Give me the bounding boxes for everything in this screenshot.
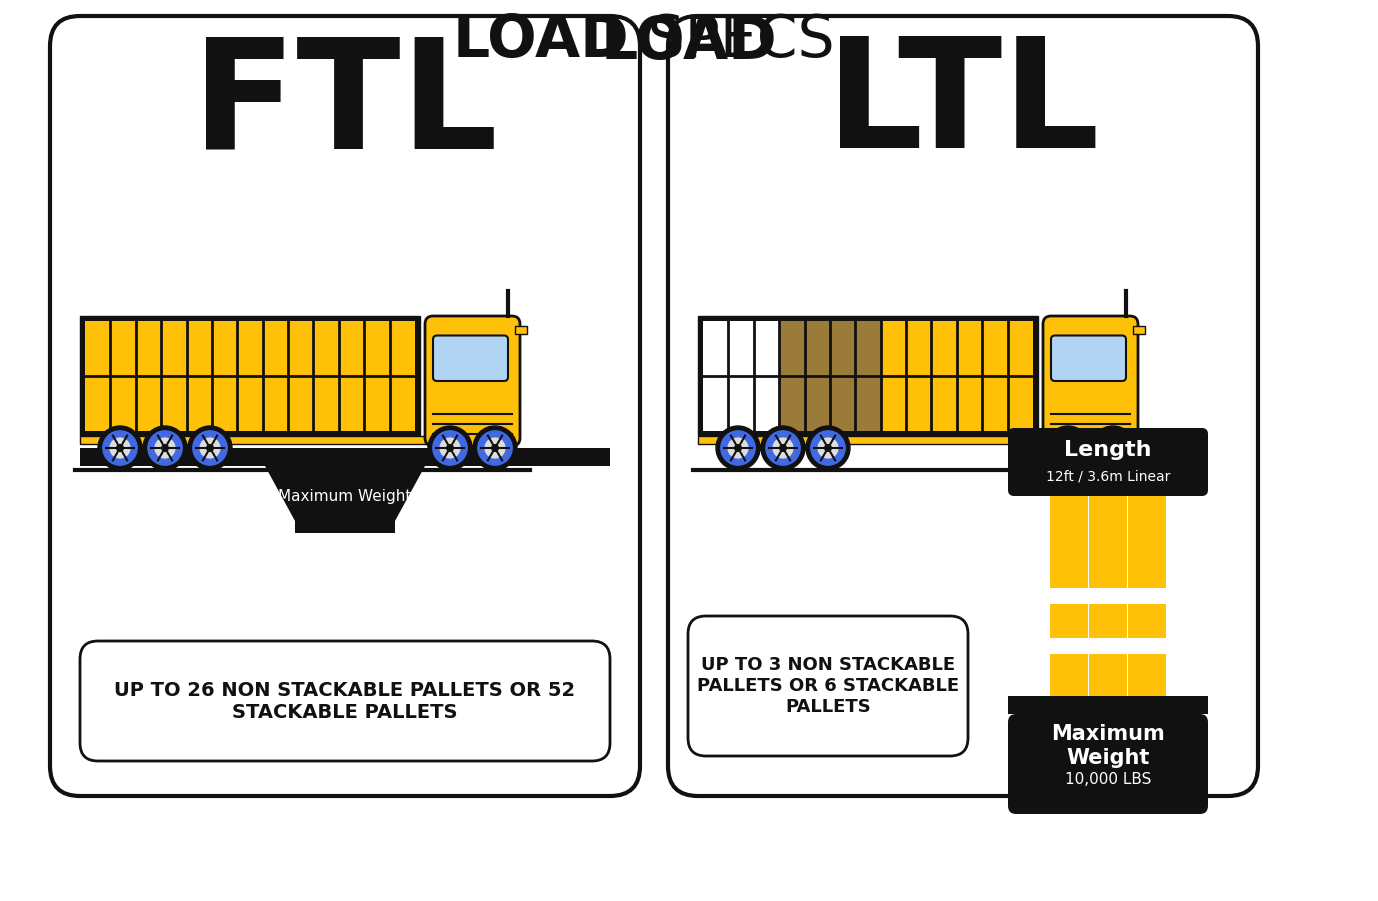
Bar [1133, 326, 1145, 334]
Circle shape [824, 445, 831, 451]
Circle shape [721, 431, 755, 465]
Bar [1050, 496, 1089, 696]
FancyBboxPatch shape [1007, 714, 1209, 814]
Circle shape [1109, 445, 1116, 451]
Circle shape [110, 438, 130, 458]
Bar [515, 326, 526, 334]
Circle shape [734, 445, 741, 451]
Text: Maximum
Weight: Maximum Weight [1051, 724, 1164, 768]
Circle shape [728, 438, 748, 458]
FancyBboxPatch shape [699, 316, 1038, 436]
Bar [754, 321, 779, 431]
Circle shape [156, 438, 175, 458]
Text: LTL: LTL [827, 32, 1100, 180]
Text: LOAD: LOAD [601, 14, 777, 71]
Circle shape [147, 431, 182, 465]
Circle shape [433, 431, 467, 465]
Circle shape [1096, 431, 1130, 465]
Circle shape [717, 426, 761, 470]
Bar [932, 321, 956, 431]
Text: 10,000 LBS: 10,000 LBS [1065, 772, 1151, 787]
Bar [907, 321, 932, 431]
Bar [1007, 321, 1034, 431]
Circle shape [200, 438, 220, 458]
FancyBboxPatch shape [80, 641, 610, 761]
Circle shape [806, 426, 850, 470]
Circle shape [429, 426, 473, 470]
Circle shape [819, 438, 838, 458]
Bar [80, 436, 440, 444]
FancyBboxPatch shape [50, 16, 639, 796]
Circle shape [103, 431, 138, 465]
FancyBboxPatch shape [424, 316, 520, 446]
Circle shape [161, 445, 168, 451]
Circle shape [761, 426, 805, 470]
FancyBboxPatch shape [1051, 335, 1126, 381]
Bar [718, 445, 838, 451]
FancyBboxPatch shape [668, 16, 1258, 796]
Bar [80, 448, 610, 466]
Bar [101, 445, 220, 451]
Bar [1050, 638, 1166, 654]
FancyBboxPatch shape [1007, 428, 1209, 496]
Polygon shape [265, 466, 424, 521]
Bar [983, 321, 1007, 431]
Bar [1089, 496, 1127, 696]
Text: Maximum Weight: Maximum Weight [278, 488, 412, 504]
Bar [1050, 588, 1166, 604]
Circle shape [440, 438, 460, 458]
FancyBboxPatch shape [688, 616, 967, 756]
Circle shape [1051, 431, 1084, 465]
Bar [699, 436, 1058, 444]
Bar [435, 445, 504, 451]
Circle shape [98, 426, 142, 470]
Circle shape [207, 445, 214, 451]
Circle shape [1065, 445, 1071, 451]
Text: SPECS: SPECS [628, 13, 835, 69]
Circle shape [773, 438, 792, 458]
Bar [729, 321, 754, 431]
Circle shape [473, 426, 517, 470]
Bar [830, 321, 856, 431]
Bar [805, 321, 830, 431]
Bar [85, 321, 415, 431]
Circle shape [187, 426, 232, 470]
Bar [1053, 445, 1123, 451]
Circle shape [1046, 426, 1090, 470]
Bar [703, 321, 729, 431]
Bar [956, 321, 983, 431]
Circle shape [143, 426, 187, 470]
Circle shape [810, 431, 845, 465]
Circle shape [1091, 426, 1135, 470]
Text: Length: Length [1064, 440, 1152, 460]
Circle shape [766, 431, 801, 465]
Circle shape [492, 445, 499, 451]
Circle shape [780, 445, 787, 451]
Circle shape [1058, 438, 1078, 458]
Bar [295, 521, 395, 533]
Bar [881, 321, 907, 431]
Circle shape [446, 445, 453, 451]
Circle shape [485, 438, 504, 458]
FancyBboxPatch shape [433, 335, 508, 381]
Bar [856, 321, 881, 431]
Text: UP TO 3 NON STACKABLE
PALLETS OR 6 STACKABLE
PALLETS: UP TO 3 NON STACKABLE PALLETS OR 6 STACK… [697, 656, 959, 715]
Text: LOAD: LOAD [452, 13, 628, 69]
Circle shape [478, 431, 513, 465]
Text: FTL: FTL [192, 32, 497, 180]
FancyBboxPatch shape [80, 316, 420, 436]
Circle shape [117, 445, 123, 451]
Circle shape [1104, 438, 1123, 458]
FancyBboxPatch shape [1043, 316, 1138, 446]
Text: UP TO 26 NON STACKABLE PALLETS OR 52
STACKABLE PALLETS: UP TO 26 NON STACKABLE PALLETS OR 52 STA… [114, 680, 576, 722]
Bar [779, 321, 805, 431]
Text: 12ft / 3.6m Linear: 12ft / 3.6m Linear [1046, 470, 1170, 484]
Bar [1129, 496, 1166, 696]
Bar [1007, 696, 1209, 714]
Circle shape [193, 431, 227, 465]
